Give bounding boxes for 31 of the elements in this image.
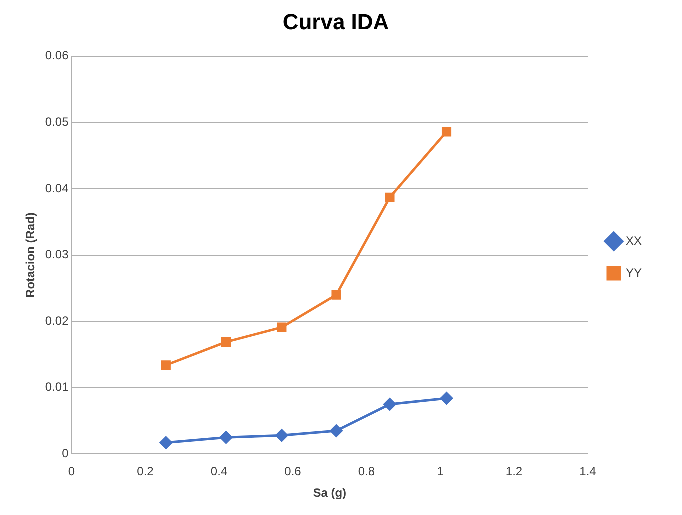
y-tick-label: 0.01 — [45, 380, 70, 394]
point — [277, 322, 287, 332]
x-tick-label: 0.6 — [284, 464, 302, 479]
x-tick-label: 0.8 — [358, 464, 376, 479]
legend-label: YY — [626, 266, 642, 280]
point — [221, 337, 232, 347]
point — [220, 431, 233, 444]
point — [161, 360, 171, 370]
y-tick-label: 0.06 — [45, 48, 70, 63]
y-axis-title: Rotacion (Rad) — [24, 212, 38, 298]
x-axis-title: Sa (g) — [313, 486, 347, 500]
x-tick-label: 1.2 — [506, 464, 523, 479]
point — [332, 290, 342, 300]
point — [160, 436, 172, 450]
chart-title: Curva IDA — [282, 9, 390, 34]
x-tick-label: 1 — [437, 464, 444, 479]
legend-label: XX — [626, 234, 642, 248]
y-tick-label: 0.03 — [45, 248, 70, 262]
y-tick-label: 0.04 — [45, 181, 70, 196]
point — [385, 192, 395, 202]
y-tick-label: 0.02 — [45, 314, 70, 328]
point — [442, 127, 452, 137]
y-tick-label: 0.05 — [45, 115, 70, 130]
point — [440, 392, 454, 405]
point — [276, 429, 288, 442]
point — [330, 424, 343, 438]
x-tick-label: 0.4 — [210, 464, 228, 479]
y-tick-label: 0 — [62, 446, 70, 461]
x-tick-label: 1.4 — [580, 464, 597, 479]
point — [384, 398, 396, 411]
x-tick-label: 0.2 — [137, 464, 154, 479]
